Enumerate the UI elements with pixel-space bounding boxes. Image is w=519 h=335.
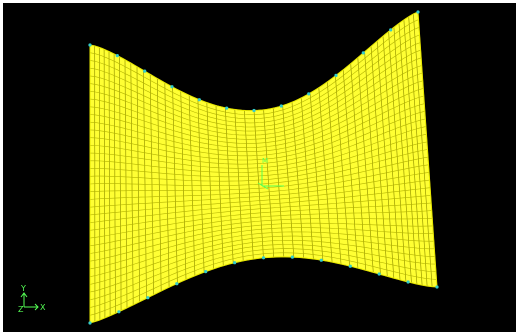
mesh-row-line bbox=[89, 202, 432, 239]
mesh-node bbox=[143, 69, 147, 73]
mesh-node bbox=[435, 285, 439, 289]
mesh-node bbox=[319, 258, 323, 262]
mesh-node bbox=[406, 280, 410, 284]
mesh-grid-lines bbox=[89, 11, 438, 324]
mesh-node bbox=[416, 10, 420, 14]
mesh-row-line bbox=[89, 72, 423, 144]
z-axis-label: Z bbox=[18, 305, 24, 314]
mesh-row-line bbox=[89, 195, 431, 231]
mesh-node bbox=[290, 255, 294, 259]
mesh-row-line bbox=[89, 235, 435, 285]
mesh-row-line bbox=[89, 227, 434, 270]
mesh-node bbox=[279, 104, 283, 108]
center-marker-label: M bbox=[262, 157, 268, 165]
mesh-row-line bbox=[89, 34, 420, 124]
mesh-node bbox=[197, 98, 201, 102]
mesh-row-line bbox=[89, 111, 425, 165]
mesh-row-line bbox=[89, 240, 435, 293]
mesh-row-line bbox=[89, 218, 433, 254]
x-axis-label: X bbox=[40, 303, 46, 312]
mesh-row-line bbox=[89, 222, 433, 262]
mesh-node bbox=[361, 51, 365, 55]
mesh-row-line bbox=[90, 126, 426, 173]
mesh-row-line bbox=[89, 118, 426, 169]
mesh-row-line bbox=[89, 244, 436, 301]
mesh-node bbox=[377, 272, 381, 276]
mesh-node bbox=[307, 92, 311, 96]
mesh-row-line bbox=[89, 133, 427, 178]
coordinate-axes-icon: Y X Z bbox=[18, 284, 46, 314]
mesh-row-line bbox=[89, 80, 423, 148]
mesh-row-line bbox=[89, 65, 422, 140]
mesh-node bbox=[252, 108, 256, 113]
mesh-node bbox=[115, 54, 119, 58]
mesh-node bbox=[117, 310, 121, 314]
center-axes-icon: M bbox=[257, 157, 284, 190]
mesh-node bbox=[261, 256, 266, 260]
mesh-node bbox=[175, 282, 179, 286]
mesh-row-line bbox=[89, 88, 424, 153]
mesh-node bbox=[204, 270, 208, 274]
mesh-node bbox=[389, 28, 393, 32]
mesh-node bbox=[170, 85, 174, 89]
mesh-row-line bbox=[89, 27, 420, 120]
mesh-node bbox=[146, 296, 150, 300]
mesh-node bbox=[88, 43, 92, 47]
mesh-node bbox=[348, 264, 352, 268]
mesh-node bbox=[225, 106, 229, 110]
mesh-row-line bbox=[89, 172, 430, 208]
mesh-row-line bbox=[89, 103, 425, 161]
mesh-node bbox=[334, 73, 338, 77]
mesh-row-line bbox=[89, 141, 428, 182]
mesh-row-line bbox=[89, 19, 419, 116]
mesh-row-line bbox=[89, 149, 428, 186]
y-axis-label: Y bbox=[20, 284, 26, 293]
mesh-row-line bbox=[89, 252, 437, 316]
mesh-row-line bbox=[89, 187, 431, 223]
mesh-node bbox=[88, 321, 92, 325]
mesh-node bbox=[233, 261, 237, 265]
mesh-row-line bbox=[89, 231, 434, 277]
mesh-row-line bbox=[89, 179, 430, 216]
mesh-row-line bbox=[89, 42, 421, 128]
mesh-row-line bbox=[89, 57, 422, 136]
mesh-row-line bbox=[89, 156, 429, 192]
mesh-row-line bbox=[89, 164, 429, 200]
mesh-row-line bbox=[89, 49, 421, 132]
mesh-row-line bbox=[89, 210, 432, 247]
mesh-boundary-nodes bbox=[88, 10, 439, 325]
mesh-row-line bbox=[89, 95, 424, 157]
mesh-row-line bbox=[89, 248, 436, 308]
